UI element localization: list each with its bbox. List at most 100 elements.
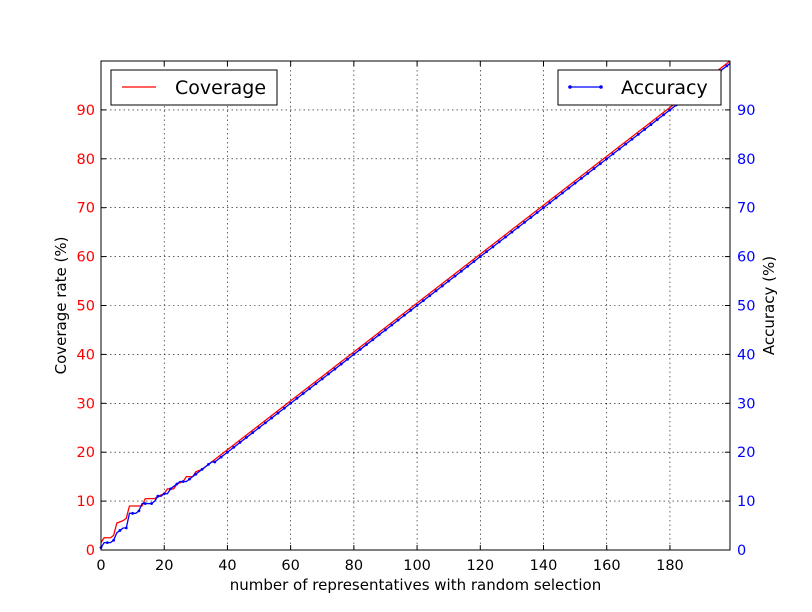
accuracy-point [175, 482, 179, 486]
accuracy-point [409, 308, 413, 312]
coverage-line [100, 60, 731, 544]
right-y-tick-label: 20 [737, 445, 755, 461]
accuracy-point [523, 220, 526, 224]
accuracy-point [358, 348, 362, 351]
legend-accuracy: Accuracy [557, 69, 722, 106]
accuracy-point [314, 382, 318, 386]
x-tick-label: 80 [345, 558, 363, 574]
accuracy-point [143, 502, 147, 505]
accuracy-point [238, 441, 242, 444]
left-y-tick-label: 40 [77, 347, 95, 363]
accuracy-point [188, 477, 191, 481]
accuracy-point [162, 492, 166, 496]
accuracy-point [289, 401, 293, 405]
left-y-tick-label: 10 [77, 494, 95, 510]
left-y-tick-label: 60 [77, 250, 95, 266]
accuracy-point [655, 118, 659, 122]
accuracy-point [124, 526, 128, 530]
accuracy-point [630, 137, 634, 141]
accuracy-point [440, 284, 444, 288]
left-y-tick-label: 0 [86, 543, 95, 559]
accuracy-point [371, 338, 375, 342]
left-y-tick-label: 30 [77, 396, 95, 412]
grid-layer [101, 61, 730, 550]
accuracy-point [112, 538, 116, 542]
accuracy-point [415, 304, 419, 307]
left-y-tick-label: 20 [77, 445, 95, 461]
accuracy-point [276, 411, 280, 415]
accuracy-point [295, 397, 299, 400]
accuracy-point [327, 372, 330, 376]
accuracy-point [320, 377, 324, 381]
accuracy-point [497, 240, 501, 244]
x-tick-label: 180 [656, 558, 684, 574]
series-layer [99, 60, 731, 549]
accuracy-point [396, 318, 400, 322]
accuracy-point [447, 279, 451, 283]
right-y-tick-label: 80 [737, 152, 755, 168]
accuracy-point [181, 480, 185, 483]
accuracy-point [453, 274, 457, 278]
accuracy-point [485, 250, 489, 254]
accuracy-point [282, 406, 286, 410]
x-tick-label: 60 [281, 558, 299, 574]
accuracy-point [472, 260, 476, 263]
accuracy-point [561, 191, 564, 195]
accuracy-point [257, 426, 261, 430]
accuracy-point [219, 455, 223, 459]
legend-coverage-label: Coverage [175, 77, 266, 99]
accuracy-point [213, 460, 217, 464]
accuracy-point [548, 201, 552, 205]
accuracy-point [504, 235, 507, 239]
legend-accuracy-marker [599, 85, 603, 89]
x-tick-label: 160 [593, 558, 621, 574]
accuracy-point [365, 343, 368, 347]
accuracy-point [567, 186, 571, 190]
accuracy-point [346, 357, 349, 361]
accuracy-point [636, 132, 640, 136]
x-axis-label: number of representatives with random se… [230, 576, 602, 594]
accuracy-point [131, 511, 135, 515]
right-y-axis-label: Accuracy (%) [760, 256, 778, 355]
accuracy-point [510, 230, 514, 234]
x-tick-label: 100 [403, 558, 431, 574]
accuracy-point [232, 445, 236, 449]
right-y-tick-label: 30 [737, 396, 755, 412]
accuracy-point [169, 487, 172, 491]
accuracy-point [156, 494, 160, 498]
accuracy-point [403, 313, 406, 317]
accuracy-point [207, 463, 210, 466]
right-y-tick-label: 50 [737, 299, 755, 315]
accuracy-point [573, 181, 577, 185]
accuracy-point [422, 299, 425, 303]
accuracy-point [580, 176, 583, 180]
accuracy-point [308, 387, 312, 391]
accuracy-point [542, 206, 545, 210]
accuracy-point [428, 294, 432, 298]
accuracy-point [466, 264, 470, 268]
left-y-tick-label: 90 [77, 103, 95, 119]
accuracy-point [516, 225, 520, 229]
accuracy-point [245, 436, 248, 439]
accuracy-point [491, 245, 495, 249]
accuracy-point [301, 392, 305, 395]
x-tick-label: 40 [218, 558, 236, 574]
legend-accuracy-marker [568, 85, 572, 89]
accuracy-point [377, 333, 381, 337]
accuracy-point [200, 467, 204, 471]
accuracy-point [592, 167, 596, 170]
accuracy-point [649, 123, 653, 126]
accuracy-point [194, 472, 198, 476]
accuracy-point [554, 196, 558, 200]
right-y-tick-label: 60 [737, 250, 755, 266]
right-y-tick-label: 70 [737, 201, 755, 217]
accuracy-point [611, 152, 615, 156]
accuracy-point [270, 416, 274, 420]
x-tick-label: 20 [155, 558, 173, 574]
accuracy-point [251, 431, 255, 435]
left-y-tick-label: 70 [77, 201, 95, 217]
accuracy-point [150, 502, 153, 505]
accuracy-point [118, 529, 122, 532]
